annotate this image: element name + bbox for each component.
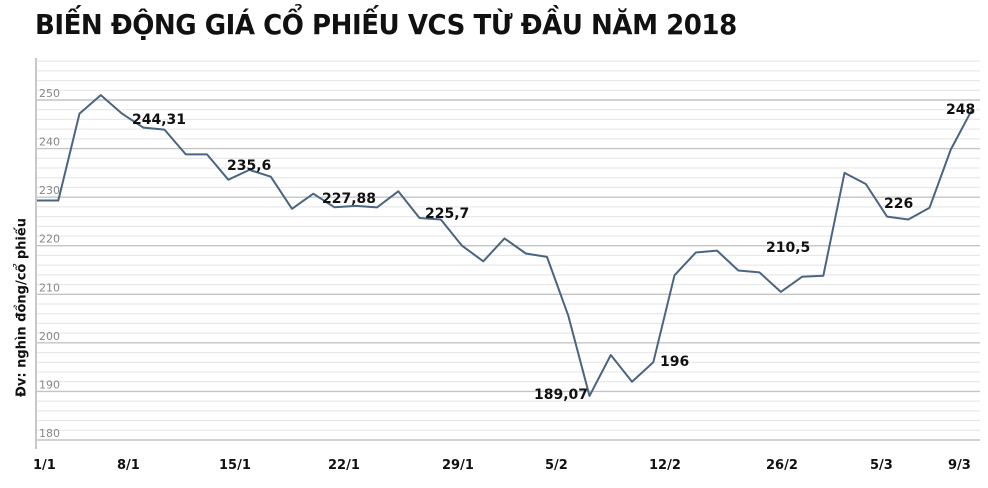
- x-tick-label: 15/1: [219, 458, 251, 473]
- y-tick-label: 230: [39, 184, 60, 197]
- x-tick-label: 9/3: [948, 458, 971, 473]
- price-line: [37, 94, 973, 397]
- x-tick-label: 29/1: [442, 458, 474, 473]
- y-tick-label: 240: [39, 136, 60, 149]
- y-tick-label: 190: [39, 378, 60, 391]
- data-label: 248: [946, 102, 975, 118]
- y-tick-label: 180: [39, 427, 60, 440]
- data-label: 244,31: [132, 112, 186, 128]
- y-tick-label: 210: [39, 281, 60, 294]
- x-tick-label: 5/2: [545, 458, 568, 473]
- y-tick-label: 200: [39, 330, 60, 343]
- x-tick-label: 22/1: [328, 458, 360, 473]
- data-label: 196: [660, 354, 689, 370]
- x-tick-label: 12/2: [649, 458, 681, 473]
- y-tick-label: 250: [39, 87, 60, 100]
- data-label: 210,5: [766, 240, 810, 256]
- x-tick-label: 1/1: [33, 458, 56, 473]
- data-label: 189,07: [534, 387, 588, 403]
- data-labels: 244,31 235,6 227,88 225,7 189,07 196 210,5 226 2…: [132, 102, 975, 403]
- chart-title: BIẾN ĐỘNG GIÁ CỔ PHIẾU VCS TỪ ĐẦU NĂM 20…: [35, 8, 737, 41]
- data-label: 235,6: [227, 158, 271, 174]
- y-tick-label: 220: [39, 233, 60, 246]
- x-tick-label: 5/3: [870, 458, 893, 473]
- x-axis-ticks: 1/1 8/1 15/1 22/1 29/1 5/2 12/2 26/2 5/3 9/3: [33, 458, 971, 473]
- y-axis-ticks: 180 190 200 210 220 230 240 250: [39, 87, 60, 440]
- gridlines: [36, 60, 980, 441]
- data-label: 227,88: [322, 191, 376, 207]
- data-label: 226: [884, 196, 913, 212]
- data-label: 225,7: [425, 206, 469, 222]
- x-tick-label: 26/2: [766, 458, 798, 473]
- x-tick-label: 8/1: [117, 458, 140, 473]
